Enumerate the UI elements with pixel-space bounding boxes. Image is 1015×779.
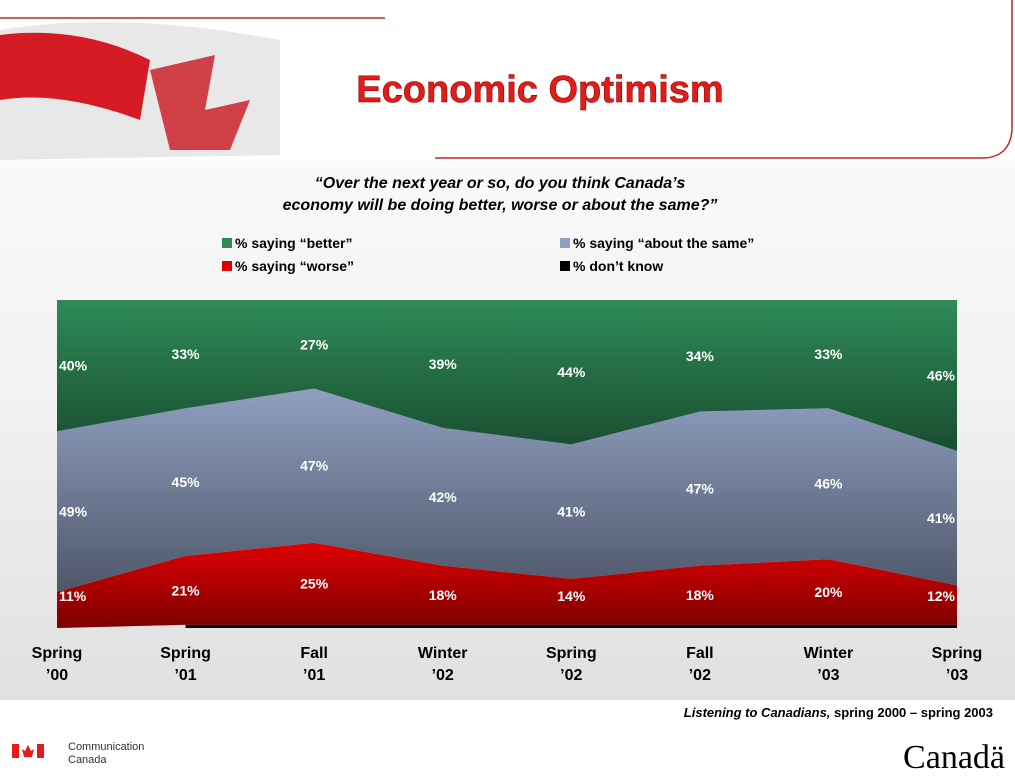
data-label: 18% (686, 587, 715, 603)
x-tick-label: Spring ’03 (932, 645, 983, 684)
chart-title: Economic Optimism (356, 69, 723, 111)
x-tick-line: ’03 (946, 667, 968, 684)
legend-swatch (222, 238, 232, 248)
area-shade (57, 542, 957, 628)
flag-bar (37, 744, 44, 758)
data-label: 45% (172, 474, 201, 490)
data-label: 18% (429, 587, 458, 603)
x-tick-line: Spring (160, 645, 211, 662)
flag-red (0, 32, 150, 120)
flag-leaf-icon (22, 745, 34, 757)
data-label: 11% (59, 588, 87, 604)
data-label: 41% (557, 504, 586, 520)
data-label: 49% (59, 504, 88, 520)
x-tick-label: Spring ’01 (160, 645, 211, 684)
area-shade (185, 624, 958, 628)
x-tick-line: ’02 (432, 667, 454, 684)
data-label: 25% (300, 576, 329, 592)
data-label: 20% (814, 584, 843, 600)
x-tick-label: Fall ’01 (300, 645, 328, 684)
x-tick-line: ’02 (560, 667, 582, 684)
x-tick-label: Winter ’02 (418, 645, 468, 684)
x-tick-line: Spring (546, 645, 597, 662)
x-tick-line: ’01 (174, 667, 196, 684)
legend-label: % don’t know (573, 258, 663, 274)
department: Canada (68, 754, 107, 766)
data-label: 39% (429, 356, 458, 372)
data-label: 41% (927, 510, 956, 526)
data-label: 27% (300, 336, 329, 352)
source-title: Listening to Canadians, (684, 705, 831, 720)
x-tick-line: ’00 (46, 667, 68, 684)
data-label: 33% (814, 346, 843, 362)
x-tick-line: Spring (32, 645, 83, 662)
x-tick-line: Fall (300, 645, 328, 662)
data-label: 42% (429, 489, 458, 505)
area-shade (57, 300, 957, 451)
legend-swatch (560, 238, 570, 248)
department: Communication (68, 741, 144, 753)
x-tick-label: Spring ’00 (32, 645, 83, 684)
x-tick-line: ’02 (689, 667, 711, 684)
x-tick-line: ’03 (817, 667, 839, 684)
flag-bar (12, 744, 19, 758)
data-label: 46% (814, 476, 843, 492)
data-label: 40% (59, 358, 88, 374)
source: Listening to Canadians, spring 2000 – sp… (684, 705, 993, 720)
x-tick-label: Winter ’03 (804, 645, 854, 684)
header-curve (435, 0, 1013, 159)
data-label: 34% (686, 348, 715, 364)
legend-label: % saying “about the same” (573, 235, 754, 251)
data-label: 47% (686, 481, 715, 497)
legend-label: % saying “worse” (235, 258, 354, 274)
source-text: spring 2000 – spring 2003 (834, 705, 993, 720)
data-label: 12% (927, 588, 956, 604)
data-label: 14% (557, 588, 586, 604)
subtitle: economy will be doing better, worse or a… (283, 197, 718, 214)
data-label: 33% (172, 346, 201, 362)
data-label: 21% (172, 582, 201, 598)
wordmark: Canadä (903, 739, 1005, 774)
legend-swatch (560, 261, 570, 271)
flag-leaf (150, 55, 250, 150)
data-label: 44% (557, 364, 586, 380)
x-tick-line: Fall (686, 645, 714, 662)
x-tick-line: Winter (418, 645, 468, 662)
data-label: 47% (300, 458, 329, 474)
x-tick-label: Fall ’02 (686, 645, 714, 684)
legend-swatch (222, 261, 232, 271)
x-tick-line: Winter (804, 645, 854, 662)
data-label: 46% (927, 367, 956, 383)
x-tick-line: Spring (932, 645, 983, 662)
x-tick-label: Spring ’02 (546, 645, 597, 684)
area-shade (57, 388, 957, 592)
footer-bg (0, 700, 1015, 774)
subtitle: “Over the next year or so, do you think … (315, 175, 686, 192)
x-tick-line: ’01 (303, 667, 325, 684)
legend-label: % saying “better” (235, 235, 352, 251)
